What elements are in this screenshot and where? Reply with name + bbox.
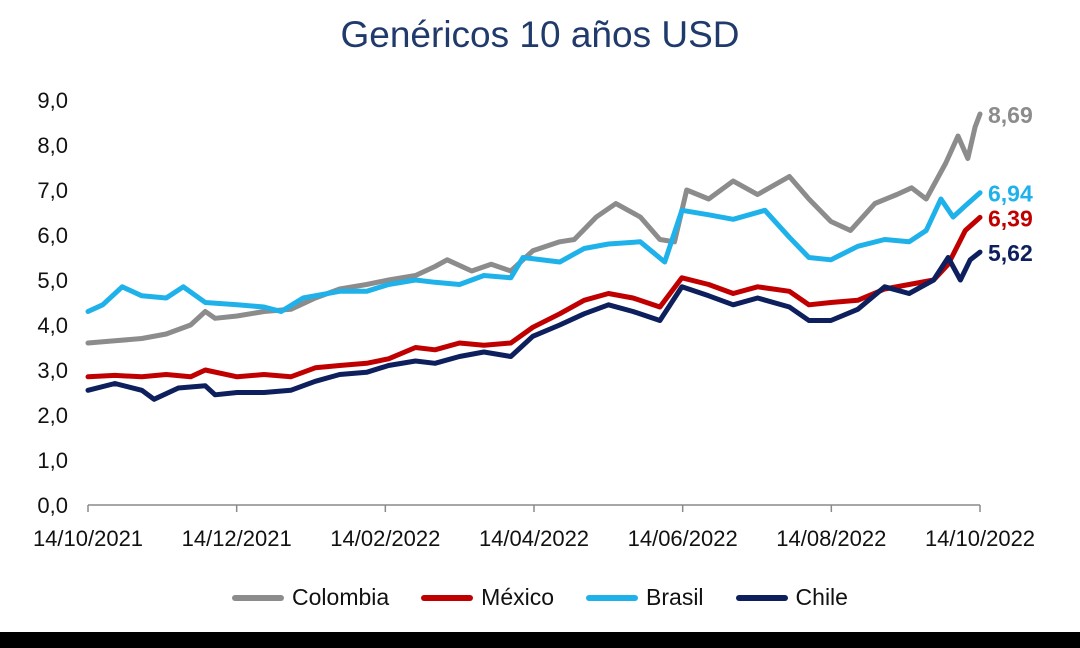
chart-legend: Colombia México Brasil Chile xyxy=(0,584,1080,611)
series-line-colombia xyxy=(85,111,983,346)
y-tick-label: 9,0 xyxy=(37,88,68,113)
series-line-brasil xyxy=(85,190,983,314)
series-line-chile xyxy=(85,249,983,402)
legend-item: Colombia xyxy=(232,584,389,611)
y-tick-label: 5,0 xyxy=(37,268,68,293)
x-tick-label: 14/06/2022 xyxy=(628,526,738,551)
series-line-mexico xyxy=(85,214,983,380)
legend-item: Chile xyxy=(735,584,848,611)
legend-label: Chile xyxy=(795,584,848,610)
y-tick-label: 0,0 xyxy=(37,493,68,518)
legend-label: México xyxy=(481,584,555,610)
end-value-label: 5,62 xyxy=(988,240,1033,266)
end-value-label: 8,69 xyxy=(988,102,1033,128)
legend-swatch xyxy=(232,594,285,601)
x-tick-label: 14/02/2022 xyxy=(330,526,440,551)
x-tick-label: 14/10/2022 xyxy=(925,526,1035,551)
x-tick-label: 14/04/2022 xyxy=(479,526,589,551)
y-tick-label: 8,0 xyxy=(37,133,68,158)
y-tick-label: 7,0 xyxy=(37,178,68,203)
x-tick-label: 14/10/2021 xyxy=(33,526,143,551)
legend-swatch xyxy=(586,594,639,601)
end-value-label: 6,39 xyxy=(988,205,1033,231)
y-tick-label: 2,0 xyxy=(37,403,68,428)
legend-swatch xyxy=(421,594,474,601)
x-tick-label: 14/08/2022 xyxy=(776,526,886,551)
chart-title: Genéricos 10 años USD xyxy=(340,14,740,55)
y-tick-label: 3,0 xyxy=(37,358,68,383)
x-tick-label: 14/12/2021 xyxy=(182,526,292,551)
legend-label: Brasil xyxy=(646,584,704,610)
legend-item: Brasil xyxy=(586,584,704,611)
y-tick-label: 4,0 xyxy=(37,313,68,338)
end-value-label: 6,94 xyxy=(988,181,1033,207)
legend-item: México xyxy=(421,584,554,611)
legend-label: Colombia xyxy=(292,584,390,610)
y-tick-label: 6,0 xyxy=(37,223,68,248)
legend-swatch xyxy=(735,594,788,601)
screen-bottom-bar xyxy=(0,632,1080,648)
y-tick-label: 1,0 xyxy=(37,448,68,473)
